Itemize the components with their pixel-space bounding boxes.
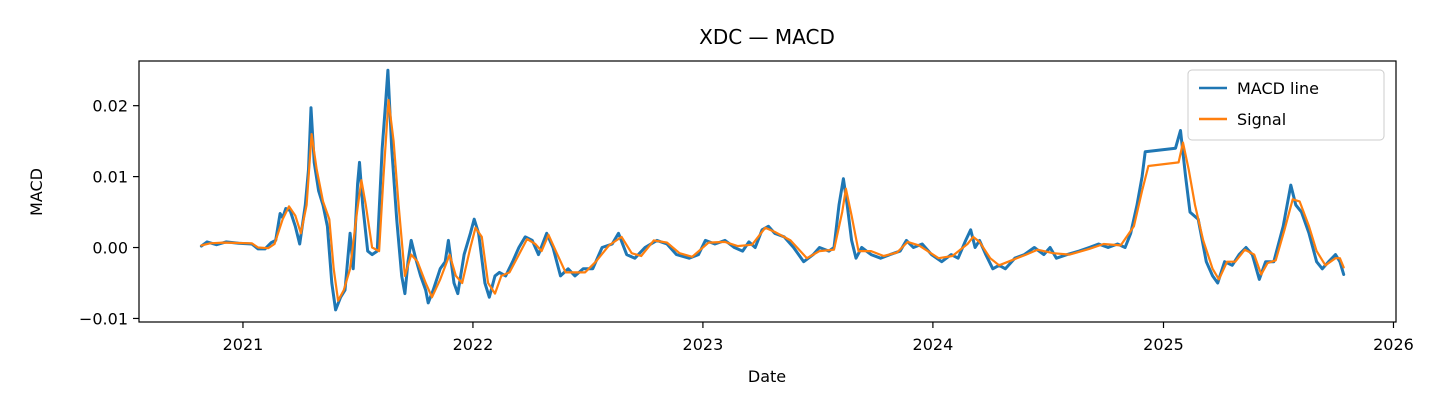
- x-tick-label: 2022: [453, 335, 494, 354]
- y-tick-label: 0.00: [92, 239, 128, 258]
- legend: MACD line Signal: [1187, 69, 1385, 141]
- x-axis-ticks: 2021 2022 2023 2024 2025 2026: [223, 322, 1414, 354]
- plot-area: [138, 60, 1397, 323]
- y-tick-label: 0.01: [92, 168, 128, 187]
- x-tick-label: 2023: [683, 335, 724, 354]
- y-tick-label: 0.02: [92, 97, 128, 116]
- legend-label-signal: Signal: [1237, 110, 1286, 129]
- x-tick-label: 2025: [1143, 335, 1184, 354]
- y-tick-label: −0.01: [79, 309, 128, 328]
- series-line-signal: [200, 98, 1345, 302]
- legend-box: [1187, 69, 1385, 141]
- plot-frame: [138, 60, 1397, 323]
- chart-title: XDC — MACD: [699, 25, 835, 49]
- series-layer: [199, 68, 1346, 312]
- x-tick-label: 2024: [913, 335, 954, 354]
- legend-label-macd-line: MACD line: [1237, 79, 1319, 98]
- x-tick-label: 2021: [223, 335, 264, 354]
- y-axis-label: MACD: [27, 168, 46, 216]
- x-axis-label: Date: [748, 367, 786, 386]
- x-tick-label: 2026: [1373, 335, 1414, 354]
- y-axis-ticks: −0.01 0.00 0.01 0.02: [79, 97, 139, 328]
